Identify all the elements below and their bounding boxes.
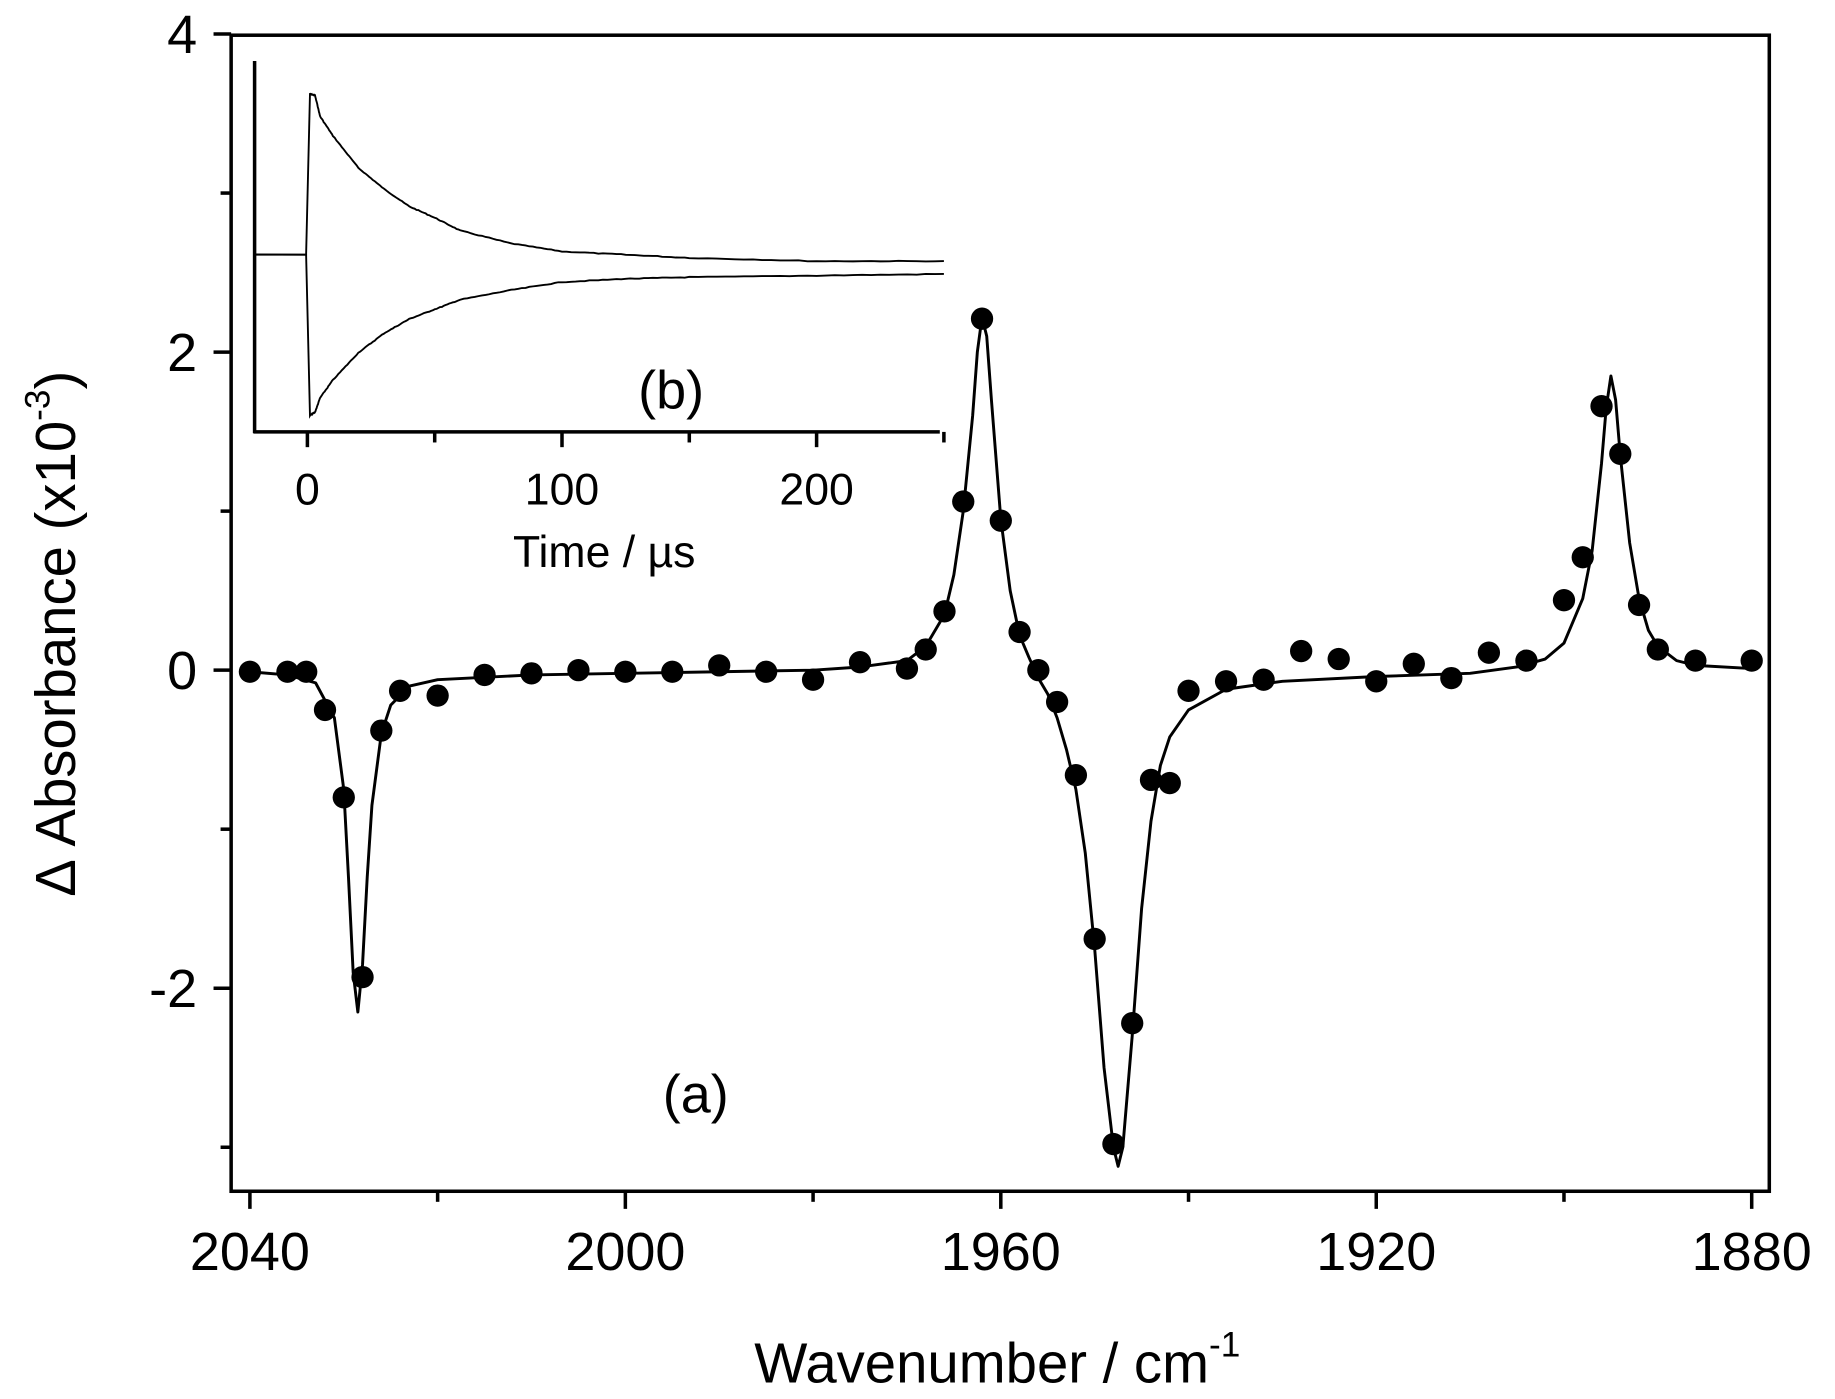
- data-point: [1477, 641, 1501, 664]
- data-point: [1327, 647, 1350, 671]
- data-point: [989, 509, 1012, 532]
- inset-axis-ticks: 0 100 200: [295, 431, 946, 515]
- y-tick-label: -2: [149, 959, 197, 1019]
- data-point: [1440, 666, 1463, 690]
- data-point: [1083, 927, 1106, 951]
- inset-trace-1: [253, 92, 944, 263]
- data-point: [1515, 649, 1538, 672]
- data-point: [1252, 668, 1275, 691]
- data-point: [1402, 652, 1425, 675]
- inset-traces: [253, 92, 944, 419]
- y-axis-label-superscript: -3: [18, 390, 57, 421]
- x-tick-label: 1880: [1692, 1222, 1812, 1282]
- data-point: [848, 651, 872, 674]
- data-point: [426, 684, 449, 707]
- data-point: [332, 786, 355, 809]
- x-axis-label: Wavenumber / cm-1: [754, 1326, 1240, 1395]
- x-axis-label-superscript: -1: [1209, 1326, 1240, 1365]
- data-point: [1121, 1012, 1144, 1035]
- data-point: [614, 660, 637, 683]
- x-tick-label: 1920: [1316, 1222, 1436, 1282]
- data-point: [1740, 649, 1763, 672]
- x-axis-label-text: Wavenumber / cm: [754, 1332, 1209, 1395]
- data-point: [914, 638, 937, 661]
- data-point: [1214, 670, 1238, 693]
- data-point: [1552, 589, 1576, 612]
- data-point: [370, 719, 393, 742]
- data-point: [295, 660, 318, 683]
- data-point: [1365, 670, 1388, 693]
- data-point: [1177, 679, 1200, 702]
- inset-panel: 0 100 200 Time / µs (b): [252, 61, 946, 577]
- data-points-group: [238, 307, 1763, 1156]
- y-axis-label: Δ Absorbance (x10-3): [18, 371, 87, 897]
- data-point: [276, 660, 299, 683]
- plot-frame: [229, 33, 1772, 1194]
- data-point: [952, 490, 975, 513]
- inset-trace-2: [253, 253, 944, 419]
- x-tick-label: 2040: [190, 1222, 310, 1282]
- data-point: [388, 679, 412, 702]
- data-point: [473, 663, 496, 687]
- y-tick-label: 2: [167, 323, 197, 383]
- y-axis-label-end: ): [24, 371, 87, 390]
- fit-curve-group: [249, 315, 1752, 1168]
- data-point: [895, 657, 919, 680]
- data-point: [567, 659, 590, 682]
- panel-label-b: (b): [638, 360, 704, 420]
- data-point: [1008, 620, 1031, 644]
- data-point: [1045, 690, 1069, 714]
- x-tick-label: 1960: [941, 1222, 1061, 1282]
- data-point: [801, 668, 825, 691]
- data-point: [970, 307, 994, 330]
- data-point: [1139, 768, 1163, 792]
- inset-x-tick-label: 100: [525, 466, 599, 515]
- data-point: [1102, 1132, 1125, 1156]
- data-point: [1627, 593, 1651, 617]
- y-tick-label: 0: [167, 641, 197, 701]
- inset-x-tick-label: 0: [295, 466, 320, 515]
- data-point: [1646, 638, 1669, 661]
- data-point: [755, 660, 778, 683]
- panel-label-a: (a): [663, 1065, 729, 1125]
- data-point: [1571, 546, 1594, 569]
- data-point: [1684, 649, 1707, 672]
- data-point: [313, 698, 337, 722]
- inset-x-tick-label: 200: [779, 466, 853, 515]
- data-point: [661, 660, 684, 683]
- data-point: [351, 965, 374, 989]
- data-point: [1590, 395, 1613, 418]
- data-point: [238, 660, 262, 683]
- data-point: [1064, 763, 1088, 787]
- data-point: [520, 662, 543, 685]
- x-tick-label: 2000: [565, 1222, 685, 1282]
- data-point: [708, 654, 731, 677]
- data-point: [1290, 639, 1313, 663]
- y-tick-label: 4: [167, 5, 197, 65]
- data-point: [1609, 442, 1632, 466]
- fit-curve: [249, 315, 1752, 1168]
- y-axis-label-text: Δ Absorbance (x10: [24, 421, 87, 897]
- data-point: [1158, 771, 1181, 795]
- data-point: [1027, 659, 1050, 682]
- inset-x-axis-label: Time / µs: [513, 528, 696, 577]
- data-point: [933, 600, 956, 623]
